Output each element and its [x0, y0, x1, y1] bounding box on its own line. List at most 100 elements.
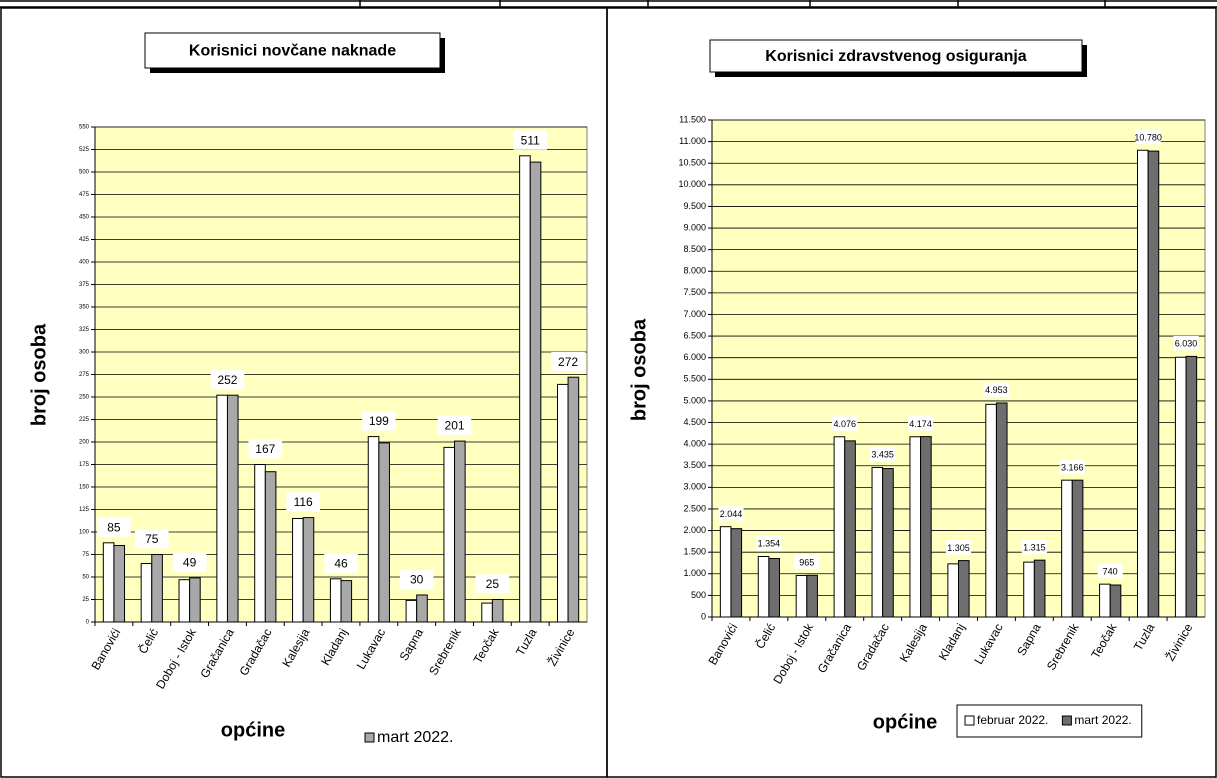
- bar: [292, 518, 304, 623]
- y-tick-label: 6.500: [683, 330, 706, 340]
- data-label: 116: [294, 495, 313, 509]
- y-tick-label: 4.500: [683, 417, 706, 427]
- bar: [1061, 479, 1073, 618]
- data-label-box: [172, 552, 207, 572]
- legend-label: februar 2022.: [977, 713, 1048, 727]
- y-tick-label: 4.000: [683, 439, 706, 449]
- y-tick-label: 0: [86, 620, 90, 626]
- bar: [302, 517, 315, 623]
- bar: [405, 599, 418, 623]
- y-tick-label: 100: [79, 530, 90, 536]
- y-tick-label: 350: [79, 305, 90, 311]
- right-panel: [606, 7, 1217, 778]
- bar: [947, 563, 959, 618]
- data-label-box: [945, 540, 972, 555]
- data-label: 199: [369, 414, 389, 428]
- y-tick-label: 6.000: [683, 352, 706, 362]
- bar: [226, 394, 239, 623]
- legend-label: mart 2022.: [1074, 713, 1131, 727]
- bar: [882, 468, 894, 618]
- data-label-box: [324, 553, 358, 573]
- bar: [140, 563, 153, 623]
- bar: [1109, 584, 1122, 618]
- bar: [454, 440, 466, 623]
- bar: [730, 528, 743, 618]
- plot-area: [711, 119, 1206, 618]
- y-tick-label: 150: [79, 485, 90, 491]
- data-label: 10.780: [1134, 132, 1162, 142]
- data-label-box: [1097, 563, 1123, 579]
- data-label-box: [210, 370, 245, 390]
- data-label-box: [983, 382, 1010, 397]
- y-tick-label: 9.000: [683, 222, 706, 232]
- data-label: 167: [255, 442, 275, 456]
- data-label-box: [437, 415, 472, 436]
- bar: [102, 542, 115, 623]
- data-label-box: [134, 529, 169, 549]
- chart-title: Korisnici novčane naknade: [189, 43, 396, 60]
- data-label: 740: [1103, 566, 1118, 576]
- y-axis-label: broj osoba: [28, 323, 50, 426]
- bar: [995, 402, 1008, 618]
- data-label-box: [718, 506, 744, 521]
- bar: [340, 580, 353, 623]
- bar: [1174, 356, 1187, 618]
- y-tick-label: 1.000: [683, 568, 706, 578]
- bar: [254, 464, 266, 623]
- legend-swatch: [364, 732, 375, 743]
- y-tick-label: 375: [79, 282, 90, 288]
- bar: [833, 436, 846, 618]
- data-label: 1.315: [1023, 542, 1046, 552]
- bar: [529, 161, 542, 623]
- bar: [985, 403, 997, 618]
- bar: [844, 440, 856, 618]
- data-label-box: [907, 416, 934, 431]
- data-label: 1.305: [947, 543, 970, 553]
- title-box: [709, 39, 1083, 73]
- data-label-box: [1021, 539, 1047, 555]
- data-label-box: [756, 536, 782, 551]
- data-label-box: [362, 411, 396, 431]
- data-label-box: [97, 517, 131, 537]
- data-label: 46: [334, 556, 348, 570]
- data-label-box: [870, 447, 896, 462]
- data-label: 272: [558, 355, 578, 369]
- y-tick-label: 175: [79, 462, 90, 468]
- data-label: 30: [410, 573, 424, 587]
- bar: [189, 577, 201, 623]
- data-label: 25: [486, 577, 500, 591]
- bar: [871, 466, 884, 618]
- y-tick-label: 25: [82, 597, 89, 603]
- bar: [264, 471, 277, 623]
- y-axis-label: broj osoba: [628, 318, 650, 421]
- y-tick-label: 325: [79, 327, 90, 333]
- bar: [1033, 559, 1046, 618]
- data-label-box: [1173, 335, 1199, 351]
- data-label: 965: [799, 557, 814, 567]
- y-tick-label: 7.500: [683, 287, 706, 297]
- bar: [768, 557, 781, 618]
- bar: [113, 545, 126, 623]
- bar: [1023, 561, 1035, 618]
- y-tick-label: 11.000: [679, 136, 706, 146]
- x-axis-label: općine: [873, 711, 937, 733]
- y-tick-label: 5.500: [683, 374, 706, 384]
- bar: [491, 599, 504, 623]
- data-label-box: [399, 569, 434, 589]
- data-label: 511: [521, 133, 540, 147]
- y-tick-label: 250: [79, 395, 90, 401]
- y-tick-label: 125: [79, 507, 90, 513]
- data-label: 2.044: [720, 509, 743, 519]
- y-tick-label: 7.000: [683, 309, 706, 319]
- title-box: [144, 32, 441, 69]
- y-tick-label: 500: [691, 590, 706, 600]
- data-label-box: [513, 130, 548, 150]
- y-tick-label: 5.000: [683, 395, 706, 405]
- y-tick-label: 425: [79, 237, 90, 243]
- bar: [329, 578, 342, 623]
- bar: [909, 436, 922, 618]
- bar: [958, 560, 970, 618]
- y-tick-label: 525: [79, 147, 90, 153]
- y-tick-label: 75: [82, 552, 89, 558]
- bar: [1147, 150, 1160, 618]
